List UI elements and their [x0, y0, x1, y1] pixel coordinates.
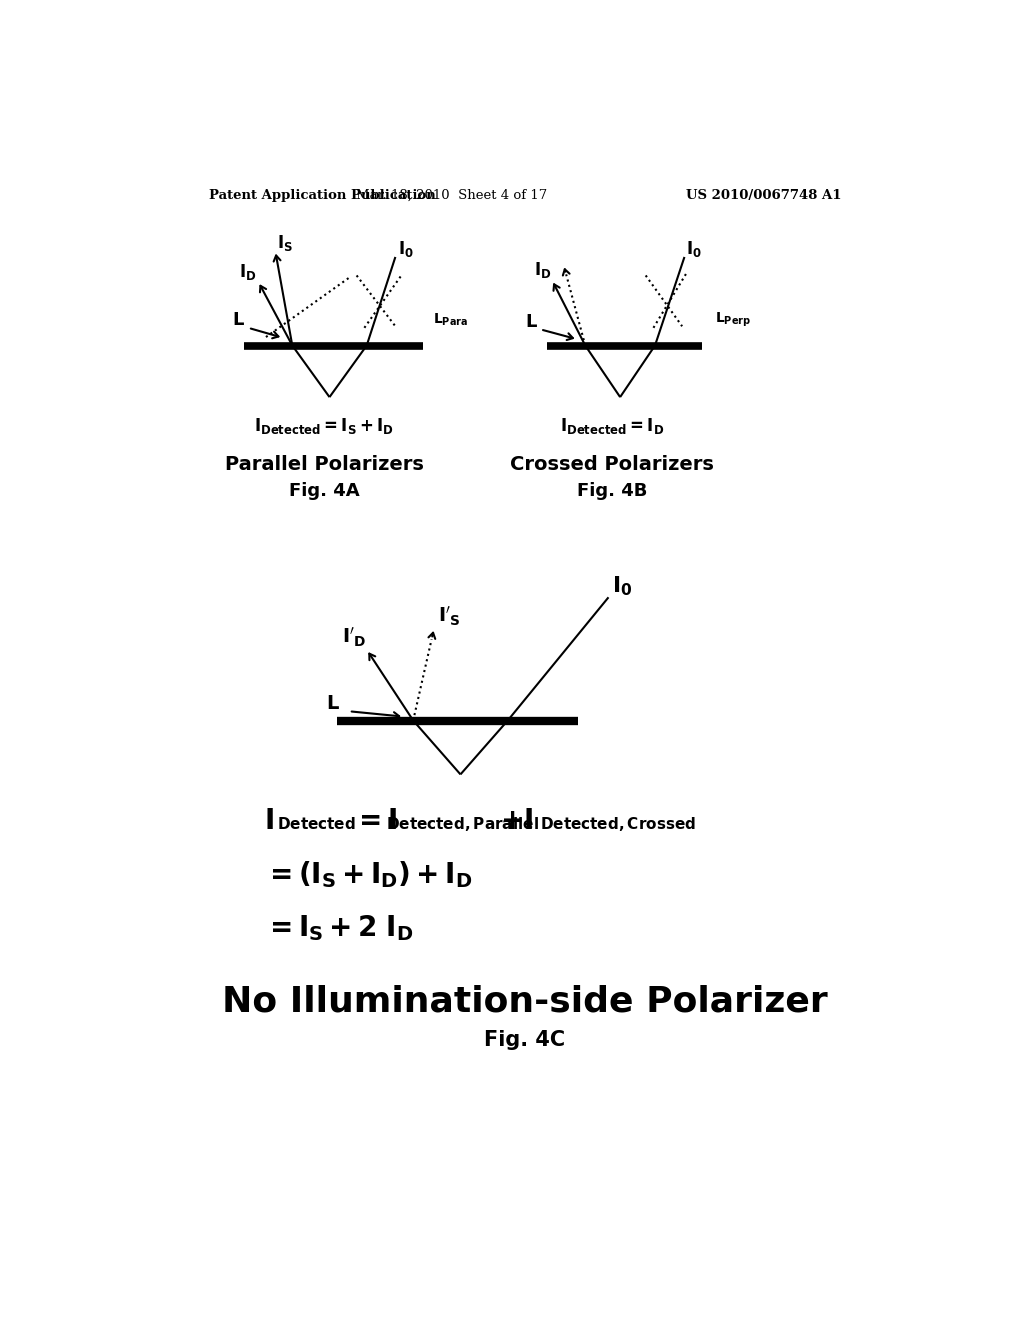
Text: No Illumination-side Polarizer: No Illumination-side Polarizer	[222, 985, 827, 1019]
Text: $\mathbf{I_0}$: $\mathbf{I_0}$	[397, 239, 414, 259]
Text: $\mathbf{I_{Detected} = I_D}$: $\mathbf{I_{Detected} = I_D}$	[560, 416, 665, 437]
Text: $\mathbf{L}$: $\mathbf{L}$	[232, 312, 246, 329]
Text: $\mathbf{I_D}$: $\mathbf{I_D}$	[240, 263, 257, 282]
Text: $\mathbf{= (I_S + I_D) + I_D}$: $\mathbf{= (I_S + I_D) + I_D}$	[263, 859, 472, 890]
Text: $\mathbf{I'_D}$: $\mathbf{I'_D}$	[342, 626, 367, 649]
Text: US 2010/0067748 A1: US 2010/0067748 A1	[686, 189, 842, 202]
Text: $\mathbf{L_{Para}}$: $\mathbf{L_{Para}}$	[432, 312, 468, 329]
Text: Patent Application Publication: Patent Application Publication	[209, 189, 436, 202]
Text: $\mathbf{I'_S}$: $\mathbf{I'_S}$	[438, 605, 461, 628]
Text: $\mathbf{Detected, Crossed}$: $\mathbf{Detected, Crossed}$	[541, 816, 696, 833]
Text: $\mathbf{Detected, Parallel}$: $\mathbf{Detected, Parallel}$	[386, 816, 539, 833]
Text: Fig. 4B: Fig. 4B	[578, 482, 647, 500]
Text: $\mathbf{I_S}$: $\mathbf{I_S}$	[276, 234, 293, 253]
Text: $\mathbf{I_0}$: $\mathbf{I_0}$	[612, 574, 633, 598]
Text: $\mathbf{+ I}$: $\mathbf{+ I}$	[500, 807, 534, 834]
Text: Fig. 4C: Fig. 4C	[484, 1030, 565, 1049]
Text: $\mathbf{I_0}$: $\mathbf{I_0}$	[686, 239, 701, 259]
Text: Mar. 18, 2010  Sheet 4 of 17: Mar. 18, 2010 Sheet 4 of 17	[356, 189, 548, 202]
Text: $\mathbf{I_{Detected} = I_S + I_D}$: $\mathbf{I_{Detected} = I_S + I_D}$	[254, 416, 394, 437]
Text: $\mathbf{I_D}$: $\mathbf{I_D}$	[534, 260, 551, 280]
Text: Parallel Polarizers: Parallel Polarizers	[224, 455, 424, 474]
Text: $\mathbf{= I_S + 2\ I_D}$: $\mathbf{= I_S + 2\ I_D}$	[263, 913, 414, 944]
Text: $\mathbf{L_{Perp}}$: $\mathbf{L_{Perp}}$	[715, 312, 751, 329]
Text: $\mathbf{L}$: $\mathbf{L}$	[327, 694, 340, 713]
Text: $\mathbf{= I}$: $\mathbf{= I}$	[352, 807, 396, 834]
Text: Fig. 4A: Fig. 4A	[289, 482, 359, 500]
Text: $\mathbf{I}$: $\mathbf{I}$	[263, 807, 273, 834]
Text: $\mathbf{L}$: $\mathbf{L}$	[524, 313, 538, 330]
Text: Crossed Polarizers: Crossed Polarizers	[510, 455, 715, 474]
Text: $\mathbf{Detected}$: $\mathbf{Detected}$	[276, 817, 355, 833]
